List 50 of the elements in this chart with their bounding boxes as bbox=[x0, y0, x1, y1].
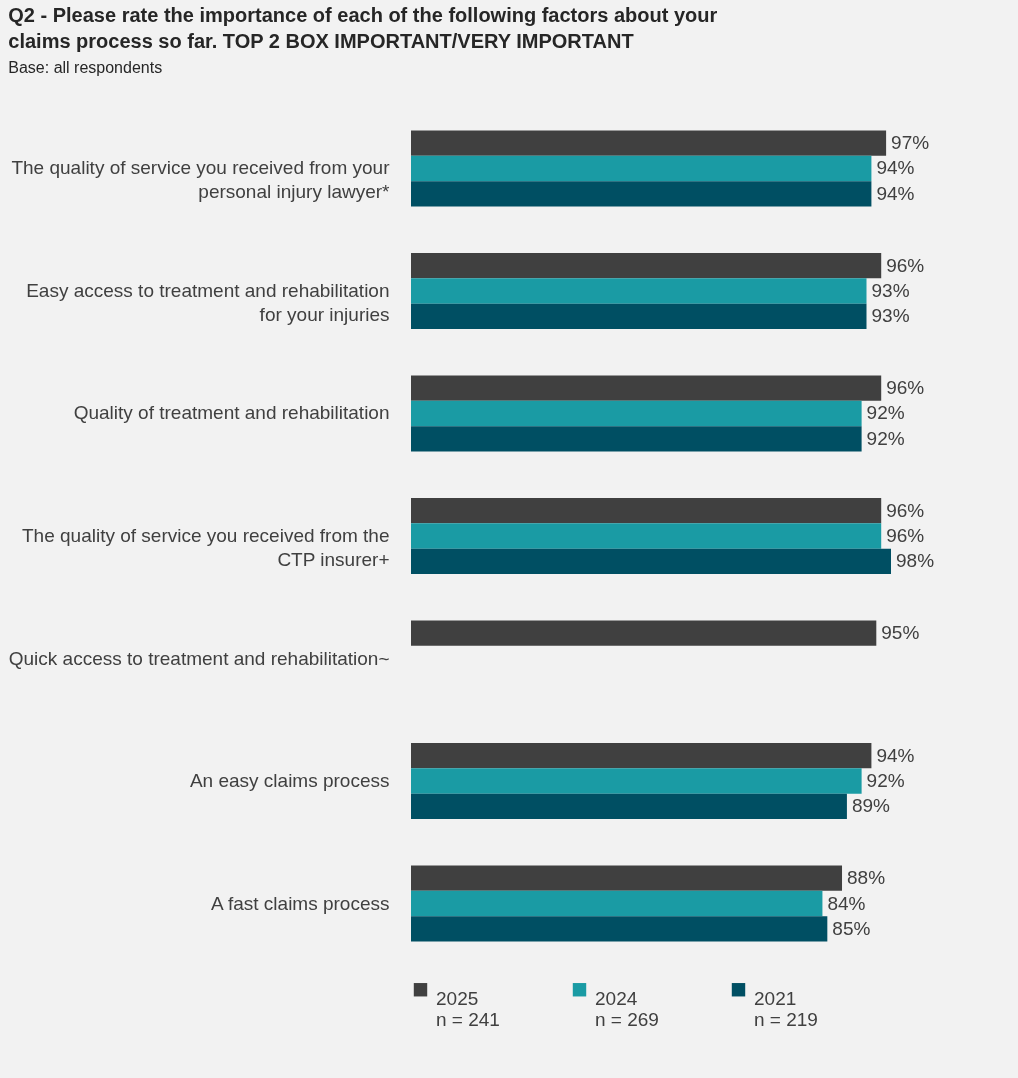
bar bbox=[411, 743, 872, 769]
bar bbox=[411, 375, 882, 401]
chart-title: Q2 - Please rate the importance of each of the following factors about your claims process so far. TOP 2 BOX IMPORTANT/VERY IMPORTANT bbox=[8, 4, 718, 52]
data-label: 93% bbox=[871, 279, 910, 301]
bar bbox=[411, 253, 882, 279]
y-tick-label: The quality of service you received from your personal injury lawyer* bbox=[11, 157, 391, 203]
data-label: 92% bbox=[866, 427, 905, 449]
bar bbox=[411, 916, 828, 942]
bar bbox=[411, 865, 843, 891]
data-label: 96% bbox=[886, 499, 925, 521]
data-label: 93% bbox=[871, 305, 910, 327]
data-label: 97% bbox=[891, 132, 930, 154]
data-label: 85% bbox=[832, 917, 871, 939]
bar bbox=[411, 498, 882, 524]
legend-label: 2025 n = 241 bbox=[436, 987, 500, 1030]
bar bbox=[411, 548, 891, 574]
data-label: 96% bbox=[886, 254, 925, 276]
bar bbox=[411, 400, 862, 427]
data-label: 95% bbox=[881, 622, 920, 644]
data-label: 98% bbox=[896, 550, 935, 572]
text: Base: all respondents bbox=[8, 59, 163, 76]
data-label: 92% bbox=[866, 402, 905, 424]
y-tick-label: Easy access to treatment and rehabilitation for your injuries bbox=[26, 279, 390, 325]
data-label: 94% bbox=[876, 182, 915, 204]
bar bbox=[411, 523, 882, 549]
bar bbox=[411, 130, 887, 156]
data-label: 96% bbox=[886, 525, 925, 546]
data-label: 94% bbox=[876, 744, 915, 766]
data-label: 84% bbox=[827, 892, 866, 914]
y-tick-label: A fast claims process bbox=[211, 892, 390, 914]
y-tick-label: An easy claims process bbox=[189, 770, 390, 792]
data-label: 96% bbox=[886, 377, 925, 399]
bar bbox=[411, 426, 862, 452]
bar bbox=[411, 278, 867, 304]
bar bbox=[411, 793, 847, 819]
data-label: 89% bbox=[851, 795, 891, 817]
bar bbox=[411, 155, 872, 182]
bar bbox=[411, 303, 867, 329]
bar bbox=[411, 890, 823, 917]
legend-label: 2024 n = 269 bbox=[595, 987, 659, 1030]
bar bbox=[411, 181, 872, 207]
legend-label: 2021 n = 219 bbox=[754, 987, 818, 1030]
data-label: 88% bbox=[847, 867, 886, 889]
data-label: 92% bbox=[866, 770, 905, 792]
bar bbox=[411, 620, 877, 646]
y-tick-label: The quality of service you received from the CTP insurer+ bbox=[21, 525, 390, 570]
data-label: 94% bbox=[876, 157, 915, 179]
y-tick-label: Quick access to treatment and rehabilitation~ bbox=[8, 647, 390, 669]
bar bbox=[411, 768, 862, 794]
y-tick-label: Quality of treatment and rehabilitation bbox=[73, 402, 390, 424]
